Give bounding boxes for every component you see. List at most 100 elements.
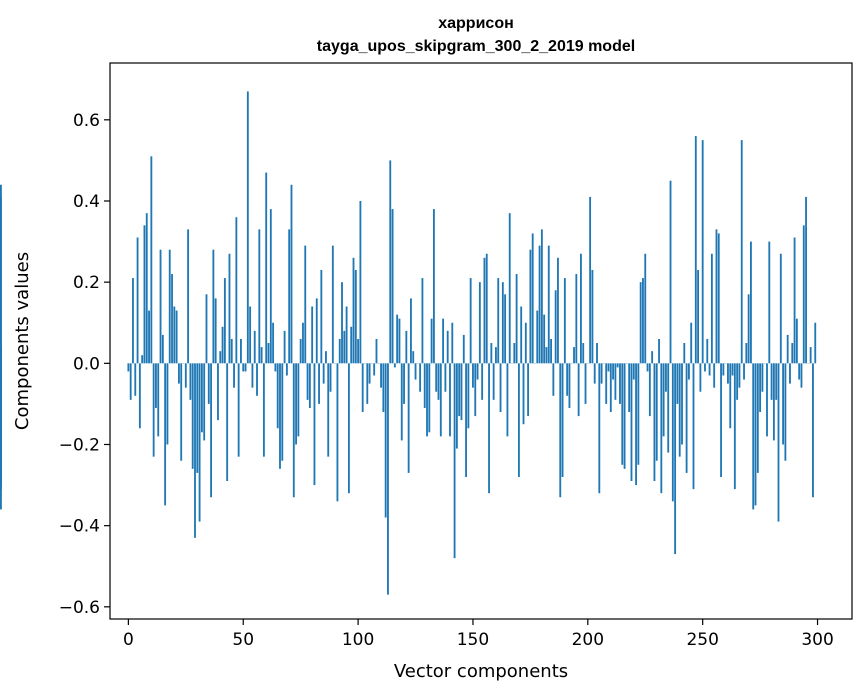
bar-111 — [382, 363, 385, 413]
bar-17 — [166, 363, 169, 445]
bar-202 — [591, 269, 594, 364]
bar-165 — [506, 363, 509, 437]
bar-259 — [722, 363, 725, 376]
bar-227 — [648, 363, 651, 417]
bar-170 — [517, 363, 520, 477]
bar-122 — [407, 363, 410, 473]
bar-104 — [366, 363, 369, 404]
bar-142 — [453, 363, 456, 559]
bar-231 — [658, 338, 660, 364]
bar-36 — [210, 363, 212, 498]
bar-297 — [809, 347, 812, 364]
bar-223 — [639, 282, 642, 364]
bar-257 — [717, 233, 720, 364]
bar-293 — [800, 363, 803, 388]
bar-54 — [251, 363, 254, 388]
bar-113 — [387, 363, 389, 595]
bar-271 — [750, 241, 752, 364]
bar-138 — [444, 363, 447, 392]
bar-12 — [155, 363, 157, 408]
bar-218 — [628, 363, 631, 413]
bar-156 — [485, 253, 488, 364]
bar-69 — [285, 363, 288, 376]
bar-249 — [699, 363, 702, 392]
bar-61 — [267, 343, 270, 364]
bar-127 — [419, 363, 422, 392]
bar-33 — [203, 363, 206, 441]
bar-124 — [412, 351, 415, 364]
bar-1 — [129, 363, 132, 400]
bar-88 — [329, 363, 332, 392]
bar-67 — [281, 363, 284, 461]
bar-49 — [240, 338, 242, 364]
bar-205 — [598, 363, 601, 494]
bar-35 — [207, 363, 210, 404]
bar-183 — [547, 245, 550, 364]
bar-289 — [791, 343, 794, 364]
bar-86 — [325, 351, 327, 364]
bar-188 — [559, 363, 562, 498]
bar-285 — [782, 363, 784, 445]
x-tick-label: 250 — [686, 630, 718, 650]
x-axis-label: Vector components — [394, 661, 568, 682]
bar-276 — [761, 363, 764, 392]
bar-56 — [256, 363, 258, 396]
bar-46 — [233, 363, 235, 388]
bar-74 — [297, 363, 300, 437]
bar-171 — [520, 306, 523, 364]
bar-199 — [584, 363, 587, 404]
bar-187 — [557, 257, 559, 364]
bar-258 — [720, 363, 722, 477]
bar-77 — [304, 245, 307, 364]
bar-105 — [368, 363, 371, 384]
bar-145 — [460, 363, 463, 421]
bar-130 — [426, 363, 428, 437]
bar-85 — [322, 363, 325, 384]
bar-134 — [435, 363, 438, 392]
bar-279 — [768, 241, 771, 364]
bar-174 — [527, 363, 530, 417]
bars — [0, 91, 817, 595]
bar-290 — [793, 237, 796, 364]
bar-240 — [678, 363, 681, 457]
bar-235 — [667, 363, 670, 453]
bar-40 — [219, 351, 222, 364]
x-tick-label: 100 — [342, 630, 374, 650]
bar-31 — [198, 363, 201, 522]
bar-29 — [194, 363, 196, 538]
bar-120 — [403, 363, 405, 404]
bar-220 — [632, 363, 635, 380]
bar-59 — [262, 363, 265, 457]
bar-272 — [752, 363, 755, 510]
bar-44 — [228, 253, 231, 364]
bar-172 — [522, 363, 525, 425]
bar-108 — [375, 338, 378, 364]
bar-80 — [311, 306, 314, 364]
bar-143 — [455, 363, 458, 449]
bar-219 — [630, 363, 633, 482]
bar-114 — [389, 160, 392, 364]
bar-149 — [469, 278, 472, 364]
bar-20 — [173, 306, 176, 364]
bar-234 — [665, 363, 667, 392]
bar-95 — [345, 306, 348, 364]
bar-226 — [646, 363, 649, 372]
bar-100 — [357, 338, 360, 364]
bar-168 — [513, 343, 516, 364]
bar-110 — [380, 363, 382, 388]
bar-161 — [497, 278, 500, 364]
bar-182 — [545, 347, 548, 364]
bar-154 — [481, 363, 484, 400]
bar-82 — [315, 298, 318, 364]
bar-81 — [313, 363, 316, 486]
bar-undefined — [0, 363, 2, 392]
x-tick-label: 50 — [232, 630, 254, 650]
bar-116 — [393, 363, 396, 368]
bar-16 — [164, 363, 167, 506]
bar-204 — [596, 343, 598, 364]
bar-268 — [743, 363, 745, 380]
bar-225 — [644, 253, 647, 364]
bar-166 — [508, 213, 511, 364]
plot-frame — [109, 62, 853, 620]
bar-18 — [168, 249, 171, 364]
